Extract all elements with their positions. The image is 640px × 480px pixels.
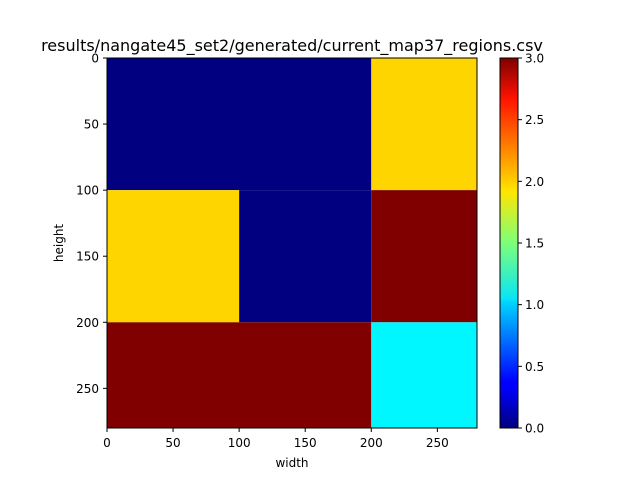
colorbar-tick-label: 0.5: [525, 360, 544, 374]
colorbar-tick-label: 3.0: [525, 52, 544, 66]
y-tick-label: 250: [76, 382, 99, 396]
x-tick-label: 50: [165, 436, 180, 450]
colorbar-tick-label: 0.0: [525, 422, 544, 436]
y-tick-label: 50: [84, 118, 99, 132]
chart-title: results/nangate45_set2/generated/current…: [41, 36, 543, 56]
heatmap-region-4: [371, 190, 477, 323]
plot-frame: [106, 57, 478, 429]
colorbar-ticks: 0.0 0.5 1.0 1.5 2.0 2.5 3.0: [518, 52, 544, 436]
heatmap-region-6: [371, 322, 477, 428]
heatmap-region-0: [107, 58, 372, 191]
x-tick-label: 150: [294, 436, 317, 450]
colorbar: [499, 57, 519, 429]
x-axis-label: width: [275, 456, 308, 470]
y-tick-label: 0: [91, 52, 99, 66]
x-tick-label: 100: [228, 436, 251, 450]
x-tick-label: 0: [103, 436, 111, 450]
x-tick-label: 200: [360, 436, 383, 450]
y-axis-label: height: [52, 224, 66, 263]
y-axis-ticks: 0 50 100 150 200 250: [76, 52, 107, 396]
x-tick-label: 250: [426, 436, 449, 450]
y-tick-label: 150: [76, 250, 99, 264]
heatmap-region-5: [107, 322, 372, 428]
colorbar-tick-label: 2.0: [525, 175, 544, 189]
heatmap-region-3: [239, 190, 372, 323]
y-tick-label: 200: [76, 316, 99, 330]
y-tick-label: 100: [76, 184, 99, 198]
heatmap-cells: [107, 58, 477, 428]
heatmap-region-1: [371, 58, 477, 191]
colorbar-tick-label: 1.0: [525, 298, 544, 312]
heatmap-region-2: [107, 190, 240, 323]
x-axis-ticks: 0 50 100 150 200 250: [103, 428, 449, 450]
colorbar-tick-label: 1.5: [525, 237, 544, 251]
colorbar-tick-label: 2.5: [525, 113, 544, 127]
